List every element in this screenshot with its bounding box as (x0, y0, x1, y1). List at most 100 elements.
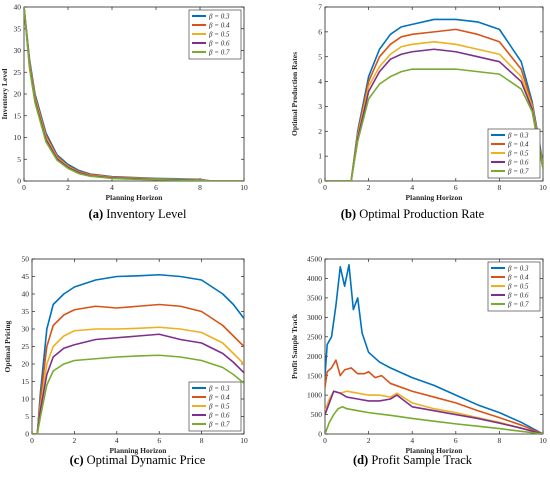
panel-a: 0 2 4 6 8 10 0 5 10 15 20 25 30 35 40 Planning Horizon I… (0, 0, 275, 241)
y-tick-label: 0 (25, 430, 29, 439)
y-tick-label: 15 (14, 111, 22, 120)
caption-text: Optimal Production Rate (356, 207, 485, 221)
y-tick-label: 40 (14, 3, 22, 12)
caption-letter: (b) (340, 207, 357, 221)
x-tick-label: 8 (498, 183, 502, 192)
x-tick-label: 6 (454, 183, 458, 192)
y-axis-label: Inventory Level (0, 68, 9, 119)
legend: β = 0.3β = 0.4β = 0.5β = 0.6β = 0.7 (487, 128, 541, 179)
x-tick-label: 8 (198, 183, 202, 192)
y-tick-label: 6 (318, 27, 322, 36)
y-tick-label: 1 (318, 152, 322, 161)
series-line-5 (32, 354, 244, 434)
y-tick-label: 3500 (307, 293, 322, 302)
legend-label: β = 0.6 (208, 412, 230, 420)
y-tick-label: 4500 (307, 255, 322, 264)
x-tick-label: 10 (539, 183, 547, 192)
y-tick-label: 5 (25, 412, 29, 421)
series-line-4 (325, 390, 543, 434)
y-tick-label: 5 (318, 52, 322, 61)
x-tick-label: 6 (154, 183, 158, 192)
x-axis-label: Planning Horizon (406, 446, 464, 455)
x-axis-label: Planning Horizon (406, 193, 464, 202)
legend: β = 0.3β = 0.4β = 0.5β = 0.6β = 0.7 (188, 381, 242, 432)
x-tick-label: 2 (367, 436, 371, 445)
y-tick-label: 40 (22, 290, 30, 299)
series-line-3 (32, 326, 244, 434)
legend-label: β = 0.7 (507, 301, 529, 309)
legend-label: β = 0.5 (507, 283, 529, 291)
legend-label: β = 0.7 (208, 49, 230, 57)
y-tick-label: 1500 (307, 371, 322, 380)
legend-label: β = 0.7 (208, 421, 230, 429)
y-tick-label: 2 (318, 127, 322, 136)
series-line-2 (32, 303, 244, 434)
chart-optimal-production-rate: 0 2 4 6 8 10 0 1 2 3 4 5 6 7 Planning Horizon Optimal P… (290, 3, 547, 202)
legend-label: β = 0.3 (507, 132, 529, 140)
panel-b: 0 2 4 6 8 10 0 1 2 3 4 5 6 7 Planning Horizon Optimal P… (275, 0, 550, 241)
y-tick-label: 0 (318, 430, 322, 439)
caption-text: Profit Sample Track (368, 453, 473, 467)
y-tick-label: 30 (22, 325, 30, 334)
y-axis-label: Optimal Production Rates (290, 52, 299, 136)
legend-label: β = 0.4 (208, 22, 230, 30)
series-line-2 (325, 359, 543, 434)
chart-profit-sample-track: 0 2 4 6 8 10 0 500 1000 1500 2000 2500 3000 3500 4000 4… (290, 255, 547, 455)
y-tick-label: 0 (318, 177, 322, 186)
y-axis-label: Profit Sample Track (290, 313, 299, 379)
x-axis-label: Planning Horizon (106, 193, 164, 202)
legend-label: β = 0.5 (507, 150, 529, 158)
legend-label: β = 0.6 (507, 159, 529, 167)
legend-label: β = 0.4 (507, 274, 529, 282)
y-tick-label: 45 (22, 272, 30, 281)
y-tick-label: 20 (22, 360, 30, 369)
y-tick-label: 4000 (307, 274, 322, 283)
legend-label: β = 0.3 (507, 265, 529, 273)
x-tick-label: 8 (200, 436, 204, 445)
x-axis-label: Planning Horizon (110, 446, 168, 455)
x-tick-label: 2 (73, 436, 77, 445)
y-tick-label: 7 (318, 3, 322, 12)
series-line-5 (325, 68, 543, 181)
x-tick-label: 4 (410, 436, 414, 445)
y-tick-label: 10 (22, 395, 30, 404)
legend-label: β = 0.4 (507, 141, 529, 149)
y-tick-label: 50 (22, 255, 30, 264)
legend-label: β = 0.5 (208, 31, 230, 39)
legend: β = 0.3β = 0.4β = 0.5β = 0.6β = 0.7 (487, 261, 541, 312)
x-tick-label: 6 (157, 436, 161, 445)
legend-label: β = 0.6 (507, 292, 529, 300)
caption-letter: (d) (352, 453, 369, 467)
y-tick-label: 20 (14, 90, 22, 99)
y-tick-label: 25 (22, 342, 30, 351)
x-tick-label: 4 (410, 183, 414, 192)
x-tick-label: 0 (323, 183, 327, 192)
series-line-4 (325, 48, 543, 181)
y-tick-label: 3 (318, 102, 322, 111)
y-tick-label: 25 (14, 68, 22, 77)
y-tick-label: 2500 (307, 332, 322, 341)
y-tick-label: 35 (14, 24, 22, 33)
series-line-1 (32, 273, 244, 434)
x-tick-label: 4 (110, 183, 114, 192)
y-tick-label: 0 (17, 177, 21, 186)
y-tick-label: 30 (14, 46, 22, 55)
chart-inventory-level: 0 2 4 6 8 10 0 5 10 15 20 25 30 35 40 Planning Horizon I… (0, 3, 248, 202)
panel-d: 0 2 4 6 8 10 0 500 1000 1500 2000 2500 3000 3500 4000 4… (275, 241, 550, 482)
x-tick-label: 10 (539, 436, 547, 445)
y-tick-label: 2000 (307, 352, 322, 361)
legend-label: β = 0.3 (208, 385, 230, 393)
legend-label: β = 0.7 (507, 168, 529, 176)
legend-label: β = 0.3 (208, 13, 230, 21)
caption-c: (c) Optimal Dynamic Price (0, 453, 275, 468)
x-tick-label: 8 (498, 436, 502, 445)
y-tick-label: 5 (17, 155, 21, 164)
legend-label: β = 0.4 (208, 394, 230, 402)
x-tick-label: 4 (115, 436, 119, 445)
y-tick-label: 3000 (307, 313, 322, 322)
y-tick-label: 10 (14, 133, 22, 142)
y-axis-label: Optimal Pricing (3, 320, 12, 372)
caption-a: (a) Inventory Level (0, 207, 275, 222)
x-tick-label: 2 (66, 183, 70, 192)
legend: β = 0.3β = 0.4β = 0.5β = 0.6β = 0.7 (188, 9, 242, 60)
